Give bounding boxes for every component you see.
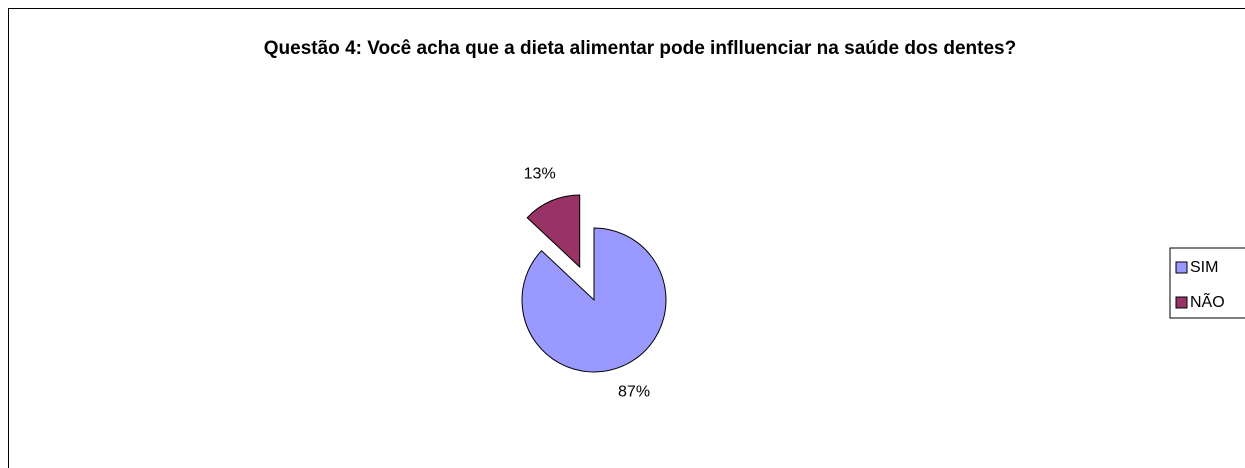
chart-title: Questão 4: Você acha que a dieta aliment…	[263, 38, 1017, 59]
pie-slice	[521, 227, 667, 373]
legend-swatch	[1175, 261, 1188, 274]
legend-label: NÃO	[1190, 291, 1225, 311]
data-label: 13%	[524, 166, 556, 183]
data-label: 87%	[618, 384, 650, 401]
chart-frame	[8, 8, 1245, 468]
legend-swatch	[1175, 296, 1188, 309]
pie-slice	[526, 194, 581, 269]
legend-label: SIM	[1190, 259, 1218, 276]
